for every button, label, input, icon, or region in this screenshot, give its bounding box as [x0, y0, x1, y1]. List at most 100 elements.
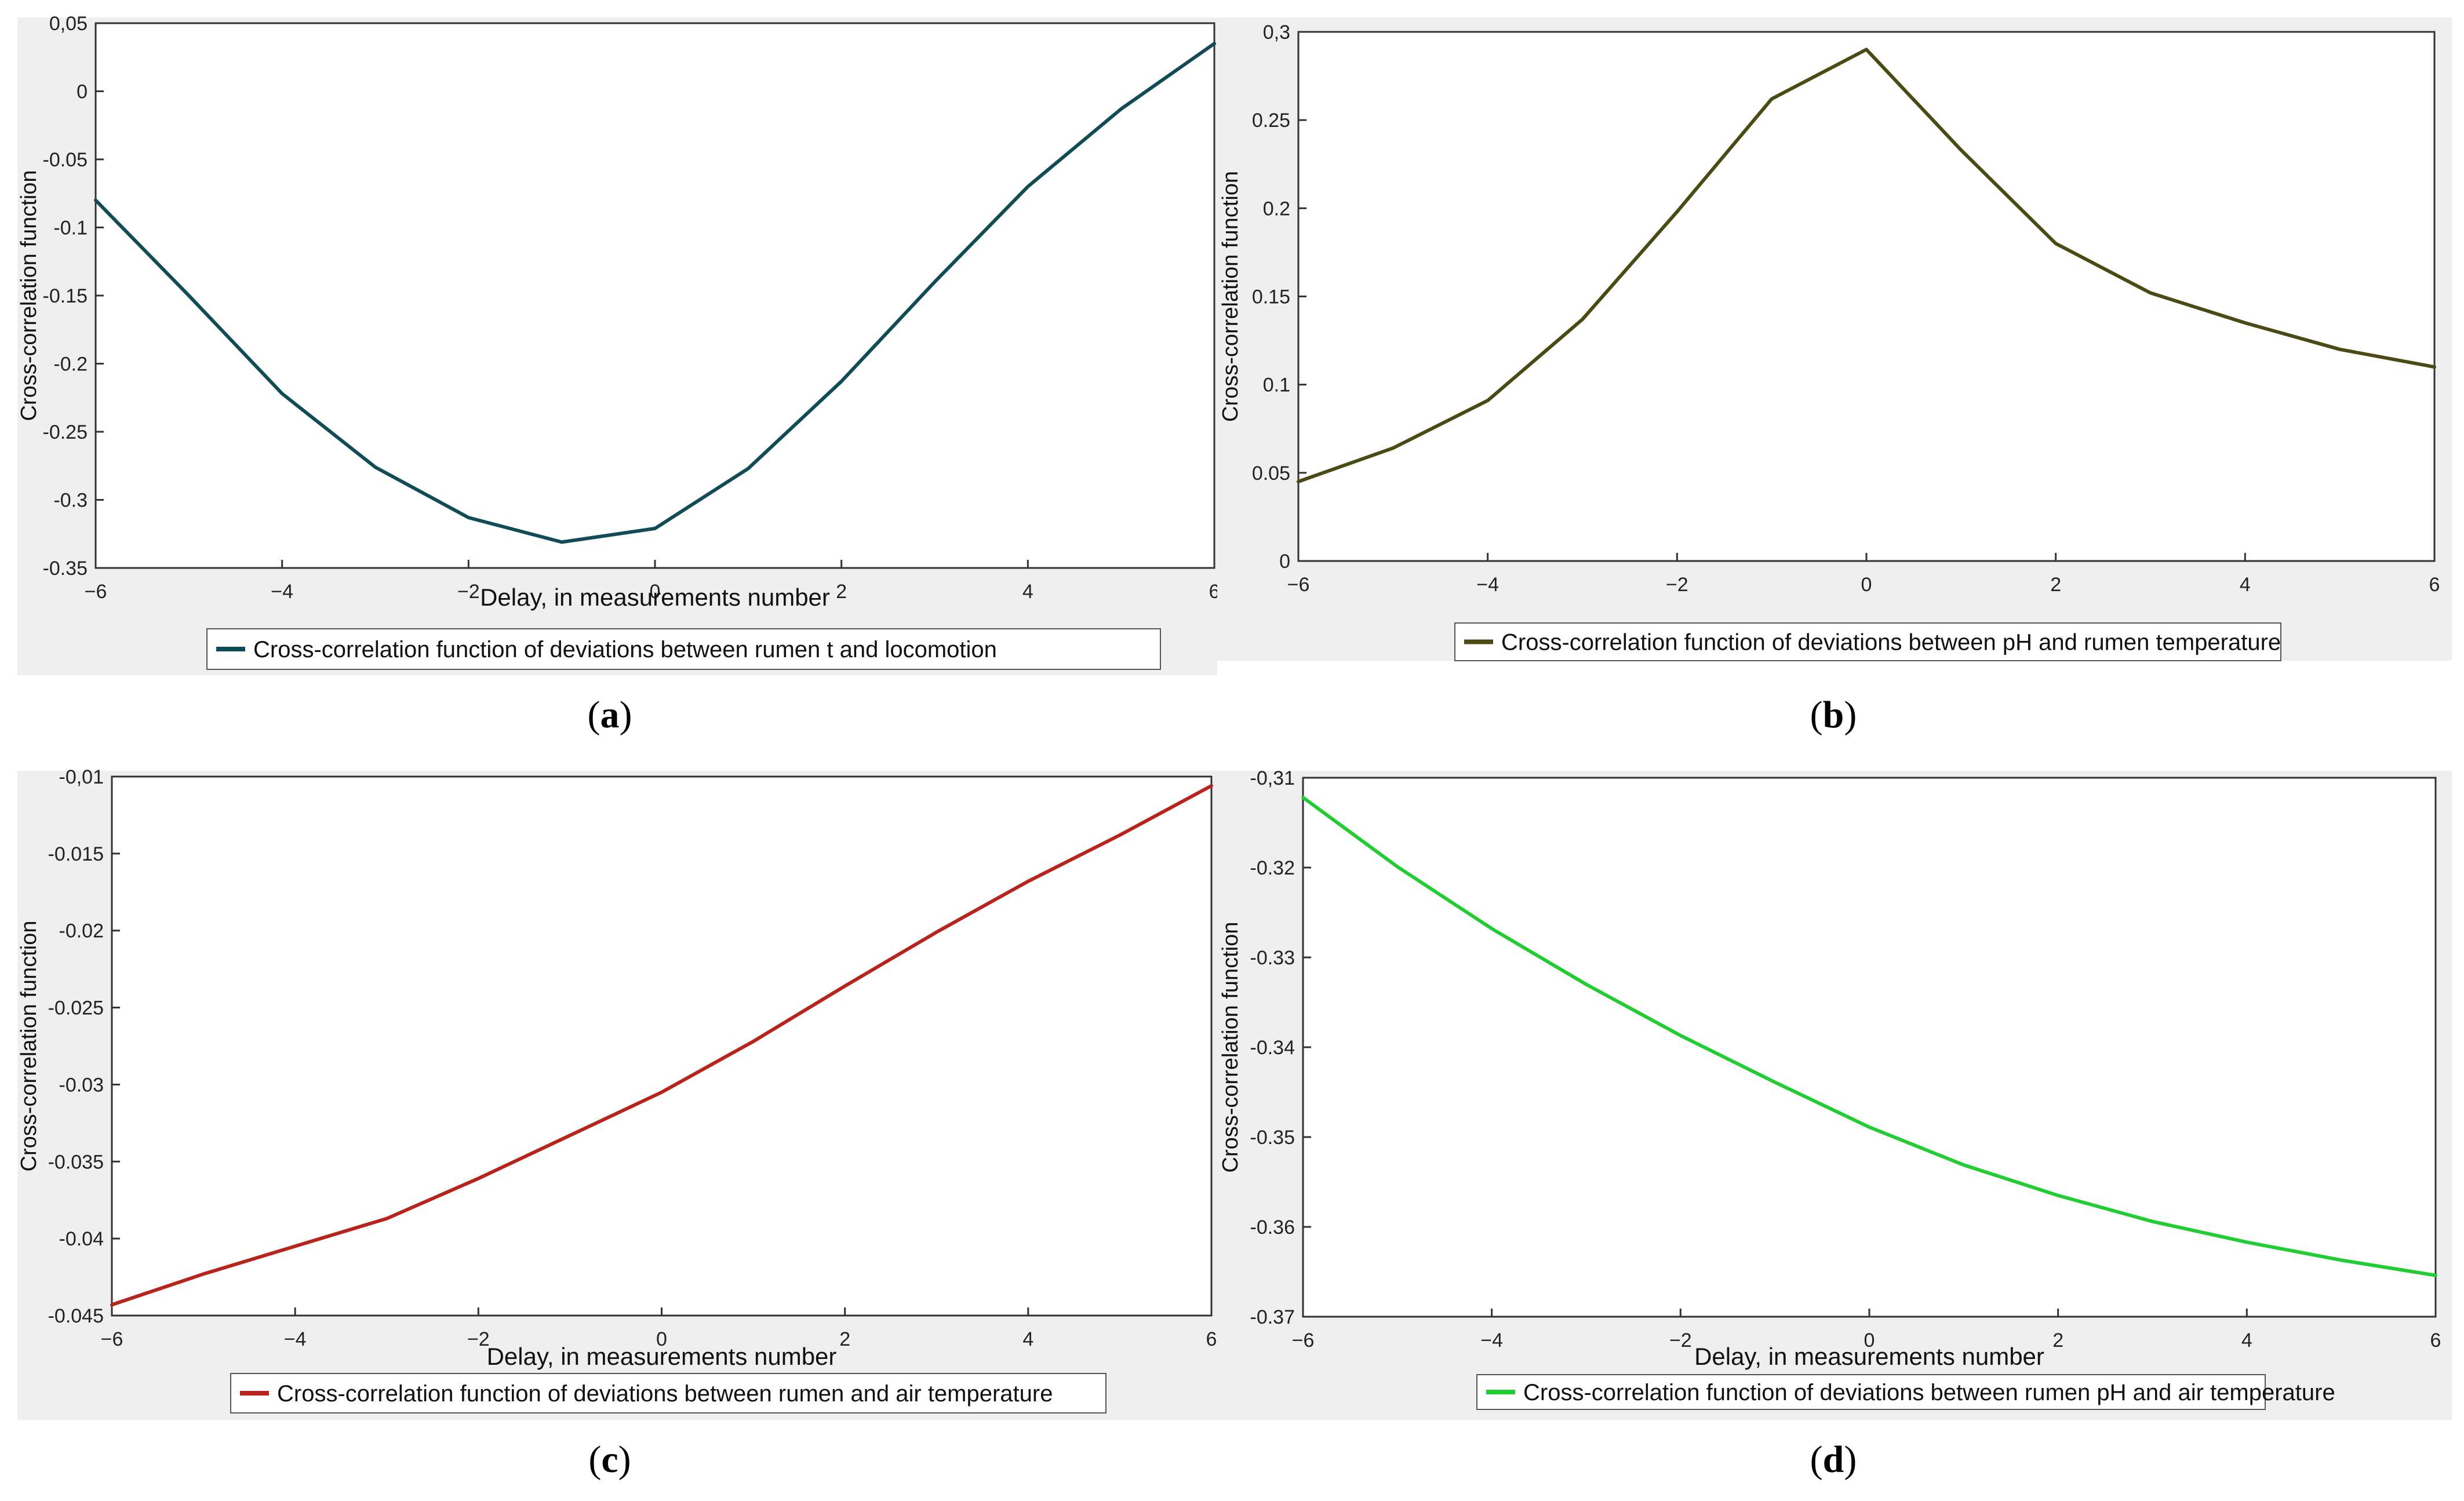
x-tick-label: 4 — [1022, 1328, 1033, 1350]
x-tick-label: −4 — [271, 581, 293, 603]
data-point — [478, 1178, 479, 1179]
x-tick-label: −4 — [1480, 1329, 1503, 1351]
y-tick-label: -0.03 — [59, 1074, 104, 1096]
y-tick-label: 0.25 — [1252, 110, 1290, 132]
y-tick-label: -0.1 — [53, 217, 88, 239]
data-point — [1585, 983, 1587, 985]
data-point — [844, 985, 846, 987]
data-point — [1302, 797, 1304, 798]
y-tick-label: -0.25 — [43, 421, 88, 443]
data-point — [2244, 322, 2246, 323]
data-point — [654, 528, 656, 529]
data-point — [374, 467, 376, 468]
legend-box — [1476, 1374, 2266, 1410]
legend-label: Cross-correlation function of deviations… — [1501, 630, 2281, 655]
legend: Cross-correlation function of deviations… — [206, 628, 1161, 670]
legend-box — [230, 1373, 1107, 1413]
data-point — [1027, 186, 1029, 187]
x-tick-label: 0 — [1861, 574, 1872, 596]
plot-area — [1302, 777, 2437, 1318]
legend-box — [1454, 622, 2281, 661]
data-point — [1214, 43, 1215, 45]
data-point — [661, 1091, 663, 1093]
legend-label: Cross-correlation function of deviations… — [253, 637, 997, 662]
legend-label: Cross-correlation function of deviations… — [277, 1381, 1053, 1407]
x-axis-label: Delay, in measurements number — [480, 584, 830, 611]
panel-c: −6 −4 −2 0 2 4 6 -0,01 -0.015 -0.02 -0.025 -0.03 -0.… — [17, 766, 1217, 1481]
data-point — [2434, 366, 2435, 368]
x-tick-label: 6 — [1206, 1328, 1217, 1350]
y-tick-label: -0.025 — [48, 997, 104, 1019]
legend-label: Cross-correlation function of deviations… — [1523, 1380, 2335, 1405]
data-point — [1960, 150, 1962, 151]
x-tick-label: 0 — [1864, 1329, 1875, 1351]
x-tick-label: 2 — [2052, 1329, 2063, 1351]
y-tick-label: -0.035 — [48, 1151, 104, 1173]
x-tick-label: 4 — [2241, 1329, 2252, 1351]
y-axis-label: Cross-correlation function — [1218, 922, 1243, 1173]
data-point — [1120, 108, 1122, 110]
data-point — [294, 1245, 296, 1247]
x-tick-label: 2 — [2050, 574, 2061, 596]
y-axis-label: Cross-correlation function — [17, 170, 41, 421]
data-point — [468, 517, 469, 518]
plot-area — [111, 775, 1213, 1317]
panel-label: (c) — [588, 1438, 631, 1481]
legend: Cross-correlation function of deviations… — [1454, 622, 2281, 661]
panel-label: (a) — [588, 694, 632, 736]
x-tick-label: 6 — [1209, 581, 1220, 603]
x-tick-label: −6 — [1287, 574, 1310, 596]
data-point — [752, 1041, 754, 1042]
data-point — [2246, 1241, 2248, 1243]
data-point — [2152, 1221, 2153, 1222]
x-tick-label: 4 — [1022, 581, 1033, 603]
plot-area — [1297, 31, 2436, 562]
x-tick-label: −4 — [1476, 574, 1499, 596]
data-point — [569, 1135, 571, 1136]
data-point — [2339, 349, 2341, 350]
data-point — [748, 468, 749, 469]
y-tick-label: -0.04 — [59, 1228, 104, 1250]
y-tick-label: -0.36 — [1250, 1216, 1295, 1238]
x-tick-label: 4 — [2240, 574, 2251, 596]
x-axis-label: Delay, in measurements number — [1694, 1343, 2044, 1370]
y-axis-label: Cross-correlation function — [1218, 171, 1243, 422]
y-tick-label: 0 — [77, 81, 88, 103]
y-tick-label: -0.33 — [1250, 947, 1295, 969]
y-tick-label: -0.2 — [53, 354, 88, 376]
y-tick-label: -0.015 — [48, 843, 104, 865]
y-tick-label: -0.32 — [1250, 857, 1295, 879]
y-tick-label: -0.37 — [1250, 1306, 1295, 1328]
x-tick-label: 2 — [836, 581, 847, 603]
y-tick-label: 0.2 — [1263, 198, 1290, 220]
data-point — [1866, 49, 1867, 50]
y-tick-label: -0.34 — [1250, 1037, 1295, 1059]
data-point — [386, 1218, 388, 1219]
data-point — [1582, 319, 1583, 320]
data-point — [1298, 481, 1299, 482]
y-tick-label: -0.05 — [43, 149, 88, 171]
x-tick-label: −4 — [284, 1328, 307, 1350]
data-point — [1771, 98, 1773, 100]
data-point — [1491, 928, 1493, 930]
y-tick-label: -0,31 — [1250, 767, 1295, 789]
x-tick-label: −6 — [1292, 1329, 1315, 1351]
y-tick-label: 0.1 — [1263, 374, 1290, 396]
y-tick-label: -0.35 — [1250, 1127, 1295, 1149]
data-point — [2057, 1194, 2059, 1196]
x-tick-label: 6 — [2429, 574, 2440, 596]
data-point — [1211, 785, 1212, 786]
y-tick-label: 0 — [1279, 551, 1290, 573]
y-tick-label: 0,3 — [1263, 21, 1290, 43]
x-tick-label: 0 — [650, 581, 661, 603]
panel-d: −6 −4 −2 0 2 4 6 -0,31 -0.32 -0.33 -0.34 -0.35 -0.36… — [1217, 767, 2452, 1481]
data-point — [203, 1273, 204, 1275]
data-point — [95, 199, 96, 201]
plot-area — [94, 22, 1215, 569]
data-point — [1676, 211, 1678, 213]
data-point — [1028, 880, 1029, 882]
y-tick-label: -0.35 — [43, 558, 88, 580]
y-tick-label: -0.15 — [43, 285, 88, 307]
